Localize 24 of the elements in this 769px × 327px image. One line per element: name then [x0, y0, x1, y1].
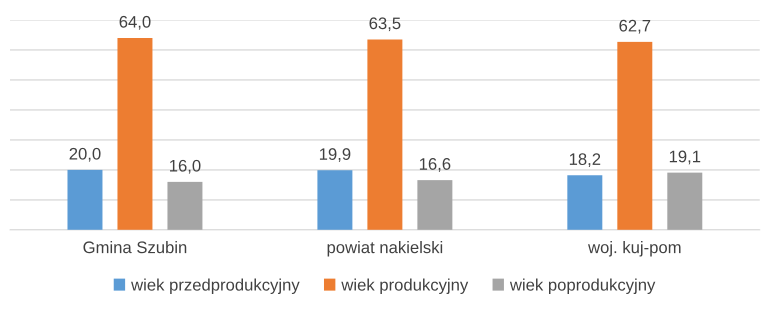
- data-label: 19,1: [670, 150, 700, 164]
- bar: [667, 172, 702, 230]
- x-tick-label: Gmina Szubin: [83, 240, 186, 254]
- bar: [367, 39, 402, 230]
- data-label: 16,0: [170, 160, 201, 174]
- data-label: 62,7: [619, 20, 650, 34]
- bar: [117, 38, 152, 230]
- bar: [417, 180, 452, 230]
- data-label: 20,0: [70, 148, 101, 162]
- legend-label: wiek poprodukcyjny: [510, 278, 656, 294]
- bar: [67, 170, 102, 230]
- legend-label: wiek przedprodukcyjny: [131, 278, 300, 294]
- data-label: 18,2: [570, 153, 600, 168]
- data-label: 63,5: [370, 17, 400, 32]
- bar: [167, 182, 202, 230]
- bar: [317, 170, 352, 230]
- bar: [567, 175, 602, 230]
- data-label: 16,6: [420, 158, 450, 172]
- x-tick-label: woj. kuj-pom: [588, 240, 680, 257]
- data-label: 64,0: [120, 16, 151, 30]
- data-label: 19,9: [320, 148, 350, 162]
- legend-label: wiek produkcyjny: [341, 278, 468, 294]
- bar: [617, 42, 652, 230]
- x-tick-label: powiat nakielski: [328, 240, 442, 257]
